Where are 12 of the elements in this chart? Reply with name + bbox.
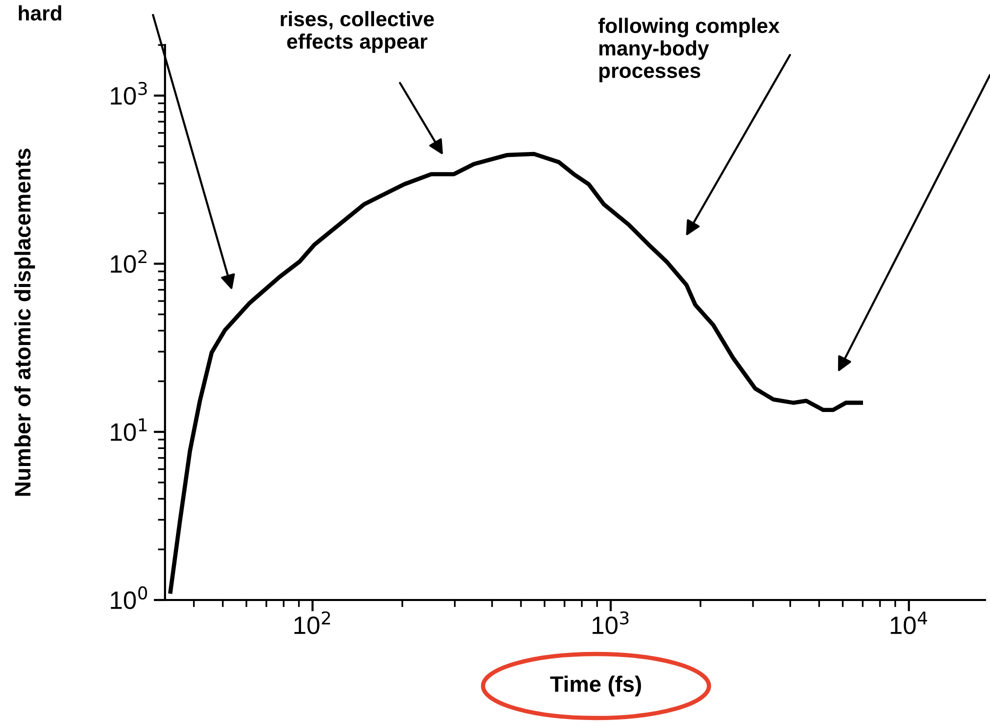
- y-tick-label: 10$^{3}$: [110, 82, 147, 105]
- x-tick-label: 10$^{4}$: [890, 612, 928, 634]
- y-tick-label: 10$^{2}$: [110, 250, 146, 273]
- x-axis-title: Time (fs): [550, 676, 642, 696]
- x-tick-label: 10$^{2}$: [294, 611, 330, 634]
- text: hard: [18, 5, 62, 21]
- y-tick-label: 10$^{0}$: [110, 586, 148, 610]
- annotation: following complex many-body processes: [598, 18, 780, 82]
- x-tick-label: 10$^{3}$: [592, 611, 628, 634]
- y-tick-label: 10$^{1}$: [110, 418, 147, 442]
- y-axis-title: Number of atomic displacements: [14, 148, 35, 496]
- annotation: rises, collective effects appear: [280, 11, 434, 53]
